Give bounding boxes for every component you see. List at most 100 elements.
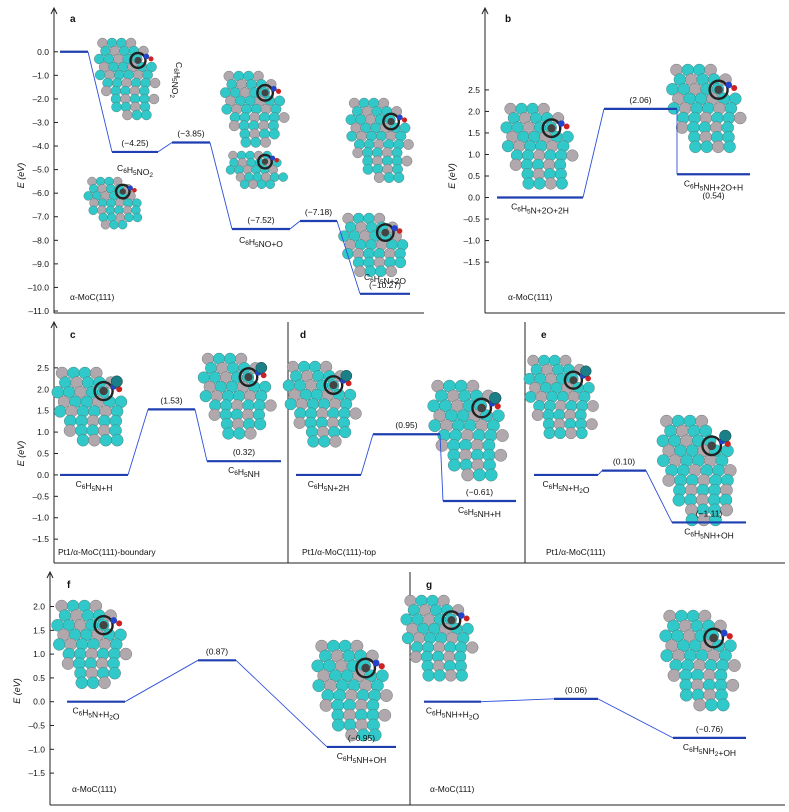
energy-value-a-1: (−4.25) — [121, 138, 148, 148]
surface-model-10 — [282, 360, 362, 448]
energy-value-b-1: (2.06) — [629, 95, 651, 105]
connector-e-2 — [645, 470, 673, 523]
surface-label-d: Pt1/α-MoC(111)-top — [302, 547, 376, 557]
panel-letter-f: f — [67, 580, 71, 591]
surface-model-3 — [225, 150, 288, 190]
energy-value-d-2: (−0.61) — [466, 487, 493, 497]
y-tick-label-a-0: 0.0 — [37, 47, 49, 57]
energy-value-d-1: (0.95) — [395, 420, 417, 430]
surface-model-17 — [659, 609, 741, 712]
energy-value-a-3: (−7.52) — [247, 215, 274, 225]
y-tick-label-f-2: 1.0 — [33, 649, 45, 659]
y-tick-label-c-2: 1.5 — [37, 406, 49, 416]
surface-model-1 — [83, 176, 143, 230]
surface-label-b: α-MoC(111) — [508, 292, 552, 302]
y-tick-label-f-6: –1.0 — [28, 744, 45, 754]
y-tick-label-b-6: –0.5 — [463, 214, 480, 224]
surface-model-14 — [51, 599, 133, 689]
panel-letter-a: a — [70, 14, 76, 25]
connector-a-3 — [209, 142, 233, 230]
surface-model-9 — [197, 352, 277, 440]
y-axis-arrow-b — [481, 6, 489, 15]
energy-value-f-2: (−0.95) — [348, 733, 375, 743]
y-axis-label-b: E (eV) — [447, 163, 457, 189]
state-label-a-3: C6H5NO+O — [239, 235, 283, 249]
y-axis-label-c: E (eV) — [16, 441, 26, 467]
connector-a-1 — [87, 51, 113, 153]
y-tick-label-a-5: –5.0 — [32, 165, 49, 175]
y-tick-label-c-3: 1.0 — [37, 427, 49, 437]
y-tick-label-b-3: 1.0 — [468, 149, 480, 159]
connector-a-4 — [289, 220, 301, 230]
energy-value-g-2: (−0.76) — [696, 724, 723, 734]
y-tick-label-f-3: 0.5 — [33, 673, 45, 683]
state-label-e-2: C6H5NH+OH — [684, 526, 734, 540]
surface-model-15 — [311, 639, 393, 742]
state-label-d-0: C6H5N+2H — [308, 479, 350, 493]
state-label-f-0: C6H5N+H2O — [72, 706, 119, 722]
y-tick-label-c-6: –0.5 — [32, 491, 49, 501]
energy-value-g-1: (0.06) — [565, 685, 587, 695]
y-tick-label-a-2: –2.0 — [32, 94, 49, 104]
panel-letter-e: e — [541, 330, 547, 341]
surface-label-g: α-MoC(111) — [430, 784, 474, 794]
panel-letter-b: b — [505, 14, 511, 25]
y-tick-label-f-0: 2.0 — [33, 602, 45, 612]
state-label-f-2: C6H5NH+OH — [337, 751, 387, 765]
surface-model-11 — [427, 379, 509, 482]
energy-profile-layer: (−4.25) C6H5NO2 (−3.85) (−7.52) C6H5NO+O (−7.… — [60, 50, 750, 765]
surface-models-layer — [51, 37, 747, 742]
surface-label-c: Pt1/α-MoC(111)-boundary — [58, 547, 156, 557]
energy-value-c-2: (0.32) — [233, 447, 255, 457]
panel-letter-c: c — [70, 330, 76, 341]
y-tick-label-a-10: –10.0 — [28, 282, 50, 292]
energy-value-e-1: (0.10) — [613, 457, 635, 467]
connector-f-2 — [235, 659, 328, 748]
surface-model-12 — [523, 354, 599, 440]
y-axis-arrow-f — [46, 570, 54, 579]
panel-letter-g: g — [426, 580, 432, 591]
y-tick-label-c-1: 2.0 — [37, 384, 49, 394]
connector-f-1 — [124, 659, 199, 703]
connector-g-2 — [597, 698, 674, 739]
y-tick-label-b-2: 1.5 — [468, 128, 480, 138]
surface-model-0 — [94, 37, 161, 121]
energy-value-a-4: (−7.18) — [305, 207, 332, 217]
y-axis-arrow-c — [50, 320, 58, 329]
y-tick-label-c-0: 2.5 — [37, 363, 49, 373]
surface-model-5 — [338, 212, 409, 277]
y-tick-label-a-8: –8.0 — [32, 235, 49, 245]
surface-label-a: α-MoC(111) — [70, 292, 114, 302]
connector-b-1 — [582, 108, 605, 198]
y-tick-label-b-5: 0.0 — [468, 193, 480, 203]
energy-value-e-2: (−1.11) — [696, 508, 723, 518]
state-label-g-0: C6H5NH+H2O — [426, 706, 480, 722]
y-tick-label-a-3: –3.0 — [32, 117, 49, 127]
connector-a-5 — [336, 220, 361, 294]
molecule-label-a: C6H5NO2 — [168, 62, 184, 98]
y-axis-arrow-a — [50, 6, 58, 15]
y-tick-label-a-1: –1.0 — [32, 70, 49, 80]
energy-value-a-2: (−3.85) — [177, 129, 204, 139]
surface-model-4 — [345, 97, 414, 183]
y-tick-label-a-9: –9.0 — [32, 259, 49, 269]
y-tick-label-f-1: 1.5 — [33, 625, 45, 635]
y-tick-label-c-5: 0.0 — [37, 470, 49, 480]
state-label-a-1: C6H5NO2 — [117, 163, 153, 179]
state-label-c-2: C6H5NH — [228, 465, 260, 479]
y-axis-label-a: E (eV) — [16, 163, 26, 189]
energy-value-c-1: (1.53) — [160, 395, 182, 405]
connector-g-1 — [480, 698, 555, 703]
y-tick-label-c-8: –1.5 — [32, 534, 49, 544]
connector-c-2 — [194, 409, 208, 462]
y-tick-label-b-7: –1.0 — [463, 236, 480, 246]
y-tick-label-a-4: –4.0 — [32, 141, 49, 151]
surface-model-2 — [220, 70, 290, 148]
connector-e-1 — [597, 470, 603, 476]
y-tick-label-b-0: 2.5 — [468, 85, 480, 95]
energy-value-f-1: (0.87) — [206, 646, 228, 656]
connector-d-1 — [360, 434, 374, 476]
connector-a-2 — [157, 142, 173, 153]
y-tick-label-c-7: –1.0 — [32, 513, 49, 523]
axes-layer: 0.0 –1.0 –2.0 –3.0 –4.0 –5.0 –6.0 –7.0 –8.0 –9.0 –… — [12, 6, 785, 806]
